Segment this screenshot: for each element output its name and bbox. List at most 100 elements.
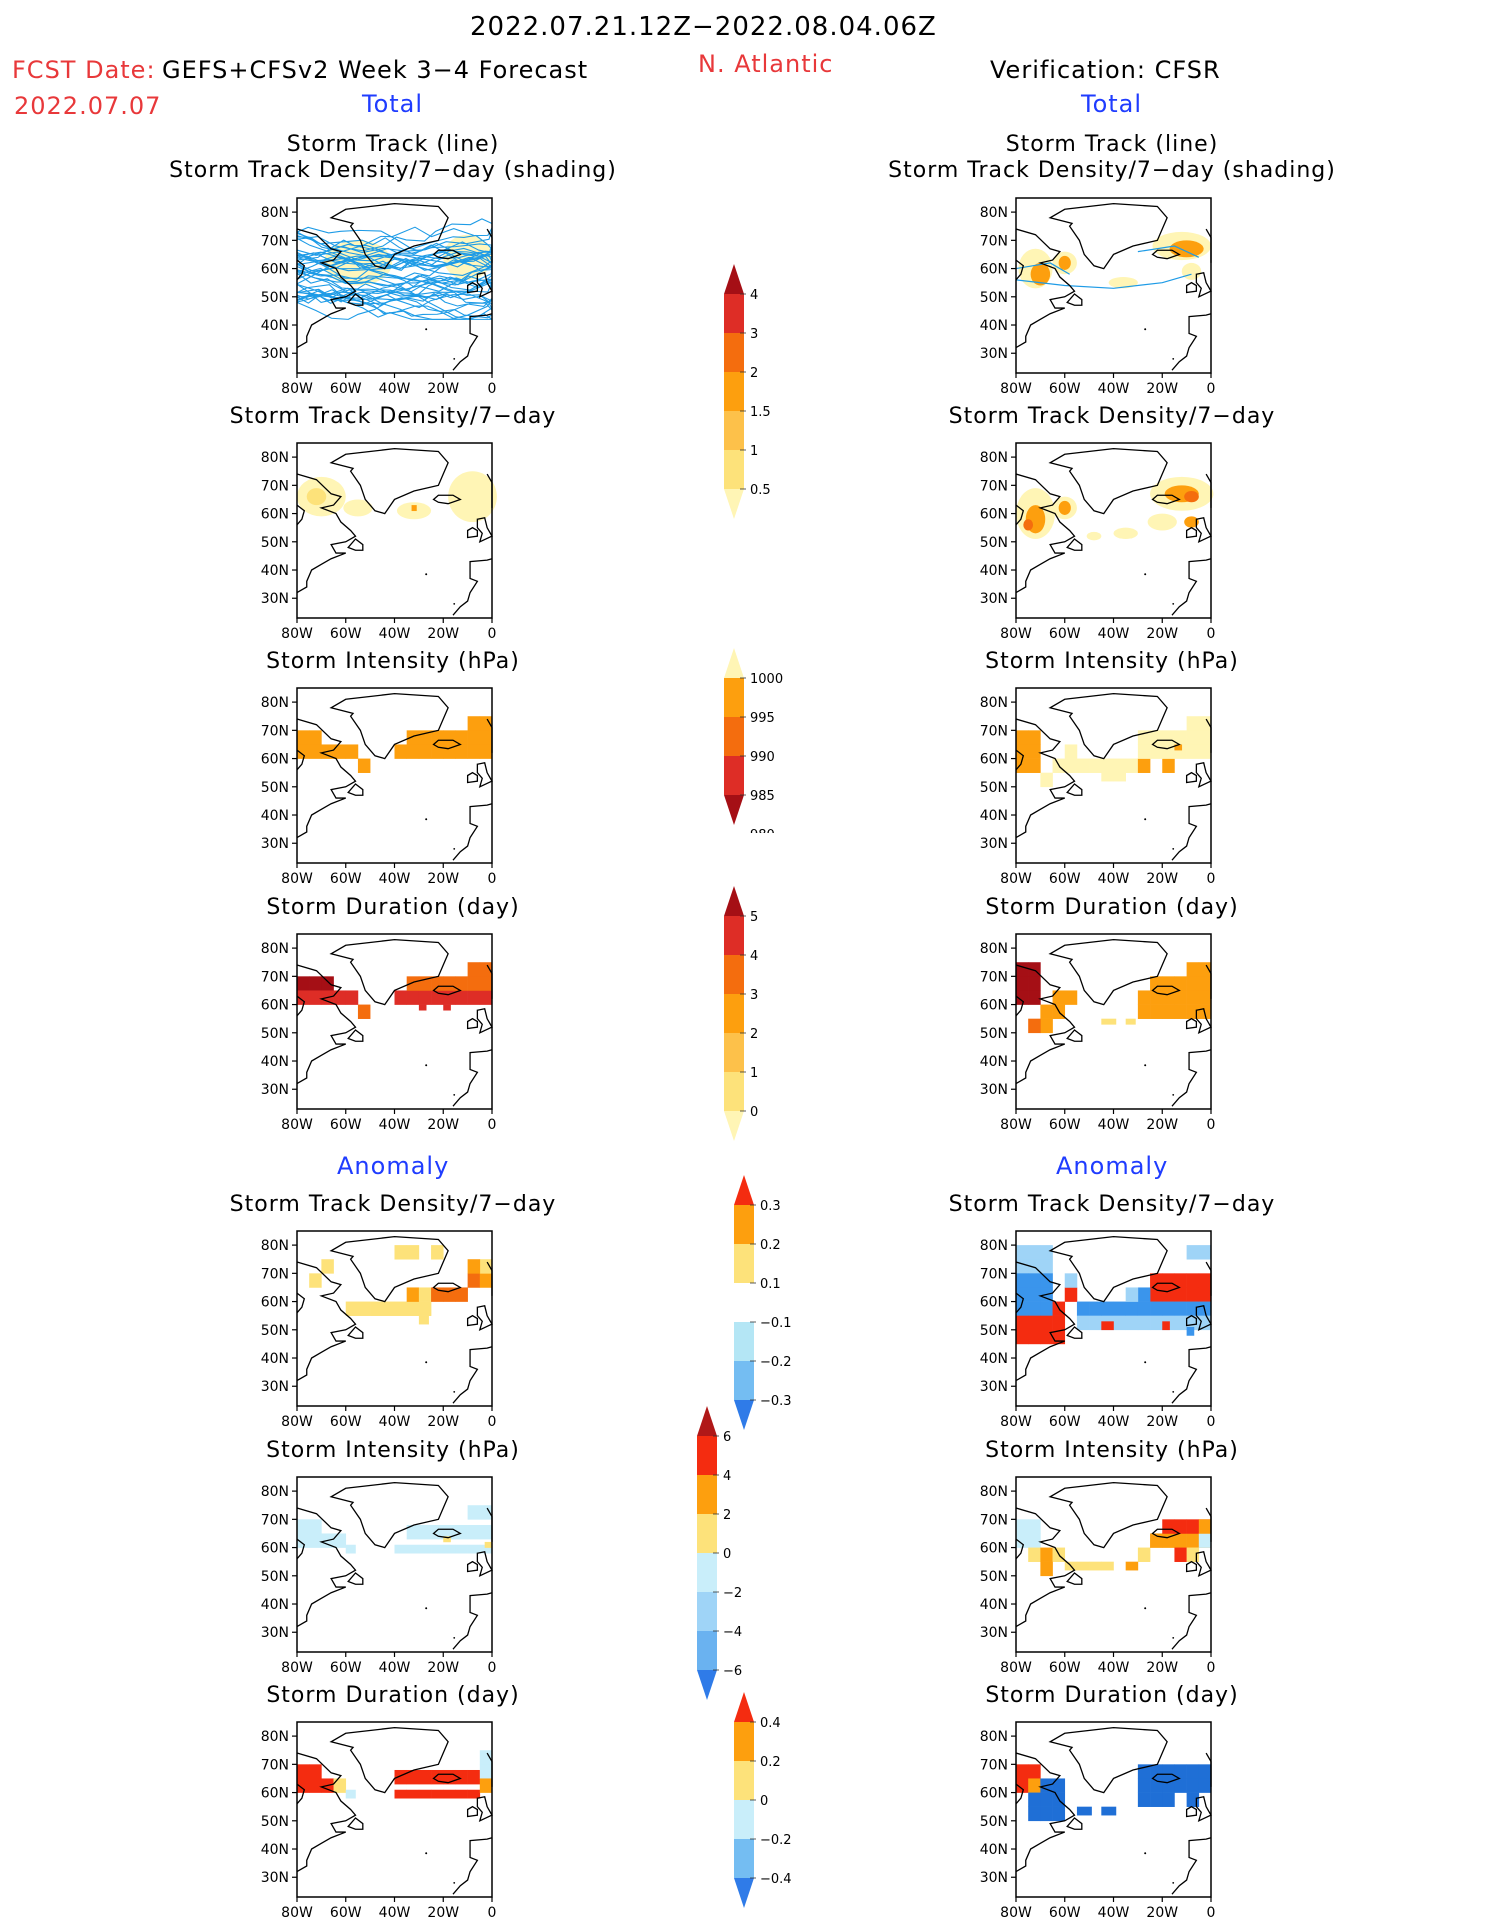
svg-text:40N: 40N bbox=[261, 1597, 289, 1613]
svg-text:20W: 20W bbox=[427, 381, 459, 397]
svg-text:40N: 40N bbox=[980, 1054, 1008, 1070]
fcst-date-value: 2022.07.07 bbox=[14, 92, 162, 120]
svg-text:80N: 80N bbox=[261, 695, 289, 711]
svg-text:50N: 50N bbox=[980, 1323, 1008, 1339]
svg-text:60N: 60N bbox=[980, 262, 1008, 278]
svg-text:−4: −4 bbox=[723, 1625, 742, 1640]
title-track-right-2: Storm Track Density/7−day (shading) bbox=[888, 158, 1336, 183]
svg-text:−0.4: −0.4 bbox=[760, 1872, 792, 1887]
svg-text:1000: 1000 bbox=[750, 672, 783, 687]
svg-text:70N: 70N bbox=[261, 1512, 289, 1528]
svg-text:80N: 80N bbox=[980, 695, 1008, 711]
svg-text:60N: 60N bbox=[261, 262, 289, 278]
map-intensity-forecast: 80N 70N 60N 50N 40N 30N 80W 60W 40W 20W 0 bbox=[261, 687, 496, 895]
svg-text:1.5: 1.5 bbox=[750, 405, 771, 420]
svg-text:50N: 50N bbox=[980, 290, 1008, 306]
svg-text:60W: 60W bbox=[330, 1414, 362, 1430]
svg-text:70N: 70N bbox=[261, 1757, 289, 1773]
svg-text:60N: 60N bbox=[261, 1541, 289, 1557]
colorbar-density: 4 3 2 1.5 1 0.5 bbox=[724, 264, 814, 531]
svg-text:70N: 70N bbox=[261, 1266, 289, 1282]
svg-text:50N: 50N bbox=[261, 535, 289, 551]
svg-text:6: 6 bbox=[723, 1430, 731, 1445]
svg-text:30N: 30N bbox=[980, 836, 1008, 852]
svg-text:−0.1: −0.1 bbox=[760, 1316, 792, 1331]
intensity-right-svg: 80N 70N 60N 50N 40N 30N 80W 60W 40W 20W 0 bbox=[980, 687, 1215, 887]
fcst-date-label: FCST Date: bbox=[12, 56, 156, 84]
svg-text:980: 980 bbox=[750, 828, 775, 833]
svg-text:20W: 20W bbox=[427, 1660, 459, 1676]
svg-text:50N: 50N bbox=[261, 1569, 289, 1585]
svg-text:30N: 30N bbox=[980, 1625, 1008, 1641]
svg-text:80W: 80W bbox=[1000, 1660, 1032, 1676]
svg-text:985: 985 bbox=[750, 789, 775, 804]
intensity-left-svg: 80N 70N 60N 50N 40N 30N 80W 60W 40W 20W 0 bbox=[261, 687, 496, 887]
svg-text:70N: 70N bbox=[980, 478, 1008, 494]
svg-text:40N: 40N bbox=[980, 1842, 1008, 1858]
colorbar-intensity-anom: 6 4 2 0 −2 −4 −6 bbox=[697, 1406, 787, 1712]
svg-text:60W: 60W bbox=[1049, 1905, 1081, 1921]
svg-text:80N: 80N bbox=[261, 1484, 289, 1500]
svg-text:5: 5 bbox=[750, 910, 758, 925]
anomaly-right-label: Anomaly bbox=[1056, 1152, 1169, 1180]
title-intensity-left: Storm Intensity (hPa) bbox=[266, 649, 520, 674]
title-track-right-1: Storm Track (line) bbox=[1005, 132, 1219, 157]
svg-text:−0.2: −0.2 bbox=[760, 1833, 792, 1848]
svg-text:1: 1 bbox=[750, 1066, 758, 1081]
svg-text:60W: 60W bbox=[1049, 626, 1081, 642]
svg-text:40W: 40W bbox=[379, 871, 411, 887]
svg-text:40N: 40N bbox=[261, 563, 289, 579]
svg-text:30N: 30N bbox=[261, 346, 289, 362]
svg-text:80N: 80N bbox=[980, 205, 1008, 221]
svg-text:20W: 20W bbox=[427, 871, 459, 887]
map-intensity-anom-forecast: 80N 70N 60N 50N 40N 30N 80W 60W 40W 20W 0 bbox=[261, 1476, 496, 1684]
svg-text:0: 0 bbox=[1207, 1414, 1216, 1430]
density-left-svg: 80N 70N 60N 50N 40N 30N 80W 60W 40W 20W 0 bbox=[261, 442, 497, 642]
svg-text:20W: 20W bbox=[1146, 381, 1178, 397]
svg-text:40N: 40N bbox=[980, 808, 1008, 824]
svg-text:70N: 70N bbox=[980, 1266, 1008, 1282]
svg-text:50N: 50N bbox=[261, 780, 289, 796]
svg-text:60N: 60N bbox=[980, 1541, 1008, 1557]
svg-text:40W: 40W bbox=[1098, 1905, 1130, 1921]
svg-text:2: 2 bbox=[750, 1027, 758, 1042]
svg-text:80N: 80N bbox=[980, 450, 1008, 466]
track-left-svg: 80N 70N 60N 50N 40N 30N 80W 60W 40W 20W 0 bbox=[261, 197, 496, 397]
svg-text:0: 0 bbox=[488, 1905, 497, 1921]
svg-text:40W: 40W bbox=[1098, 381, 1130, 397]
svg-text:70N: 70N bbox=[980, 233, 1008, 249]
total-left-label: Total bbox=[362, 90, 424, 118]
region-title: N. Atlantic bbox=[698, 50, 834, 78]
svg-text:60N: 60N bbox=[261, 1786, 289, 1802]
svg-text:20W: 20W bbox=[1146, 1905, 1178, 1921]
svg-text:50N: 50N bbox=[980, 1569, 1008, 1585]
svg-text:30N: 30N bbox=[261, 591, 289, 607]
svg-text:80W: 80W bbox=[1000, 1414, 1032, 1430]
svg-text:80N: 80N bbox=[261, 450, 289, 466]
svg-text:40W: 40W bbox=[379, 1905, 411, 1921]
title-duration-left: Storm Duration (day) bbox=[266, 895, 520, 920]
title-density-right: Storm Track Density/7−day bbox=[948, 404, 1276, 429]
svg-text:80W: 80W bbox=[281, 626, 313, 642]
svg-text:30N: 30N bbox=[261, 1082, 289, 1098]
map-density-anom-verification: 80N 70N 60N 50N 40N 30N 80W 60W 40W 20W 0 bbox=[980, 1230, 1215, 1438]
svg-text:70N: 70N bbox=[261, 478, 289, 494]
svg-text:70N: 70N bbox=[980, 723, 1008, 739]
map-density-verification: 80N 70N 60N 50N 40N 30N 80W 60W 40W 20W 0 bbox=[980, 442, 1215, 650]
svg-text:0: 0 bbox=[1207, 1660, 1216, 1676]
map-intensity-anom-verification: 80N 70N 60N 50N 40N 30N 80W 60W 40W 20W 0 bbox=[980, 1476, 1215, 1684]
svg-text:60W: 60W bbox=[1049, 871, 1081, 887]
density-right-svg: 80N 70N 60N 50N 40N 30N 80W 60W 40W 20W 0 bbox=[980, 442, 1215, 642]
svg-text:80W: 80W bbox=[1000, 381, 1032, 397]
svg-text:0.1: 0.1 bbox=[760, 1277, 781, 1292]
svg-text:80N: 80N bbox=[980, 1729, 1008, 1745]
map-density-forecast: 80N 70N 60N 50N 40N 30N 80W 60W 40W 20W 0 bbox=[261, 442, 497, 650]
svg-text:80N: 80N bbox=[980, 1484, 1008, 1500]
svg-text:40N: 40N bbox=[261, 1054, 289, 1070]
svg-text:40N: 40N bbox=[980, 1351, 1008, 1367]
svg-text:20W: 20W bbox=[1146, 1117, 1178, 1133]
svg-text:−2: −2 bbox=[723, 1586, 742, 1601]
map-duration-forecast: 80N 70N 60N 50N 40N 30N 80W 60W 40W 20W 0 bbox=[261, 933, 496, 1141]
svg-text:80W: 80W bbox=[281, 1905, 313, 1921]
svg-text:0: 0 bbox=[1207, 626, 1216, 642]
